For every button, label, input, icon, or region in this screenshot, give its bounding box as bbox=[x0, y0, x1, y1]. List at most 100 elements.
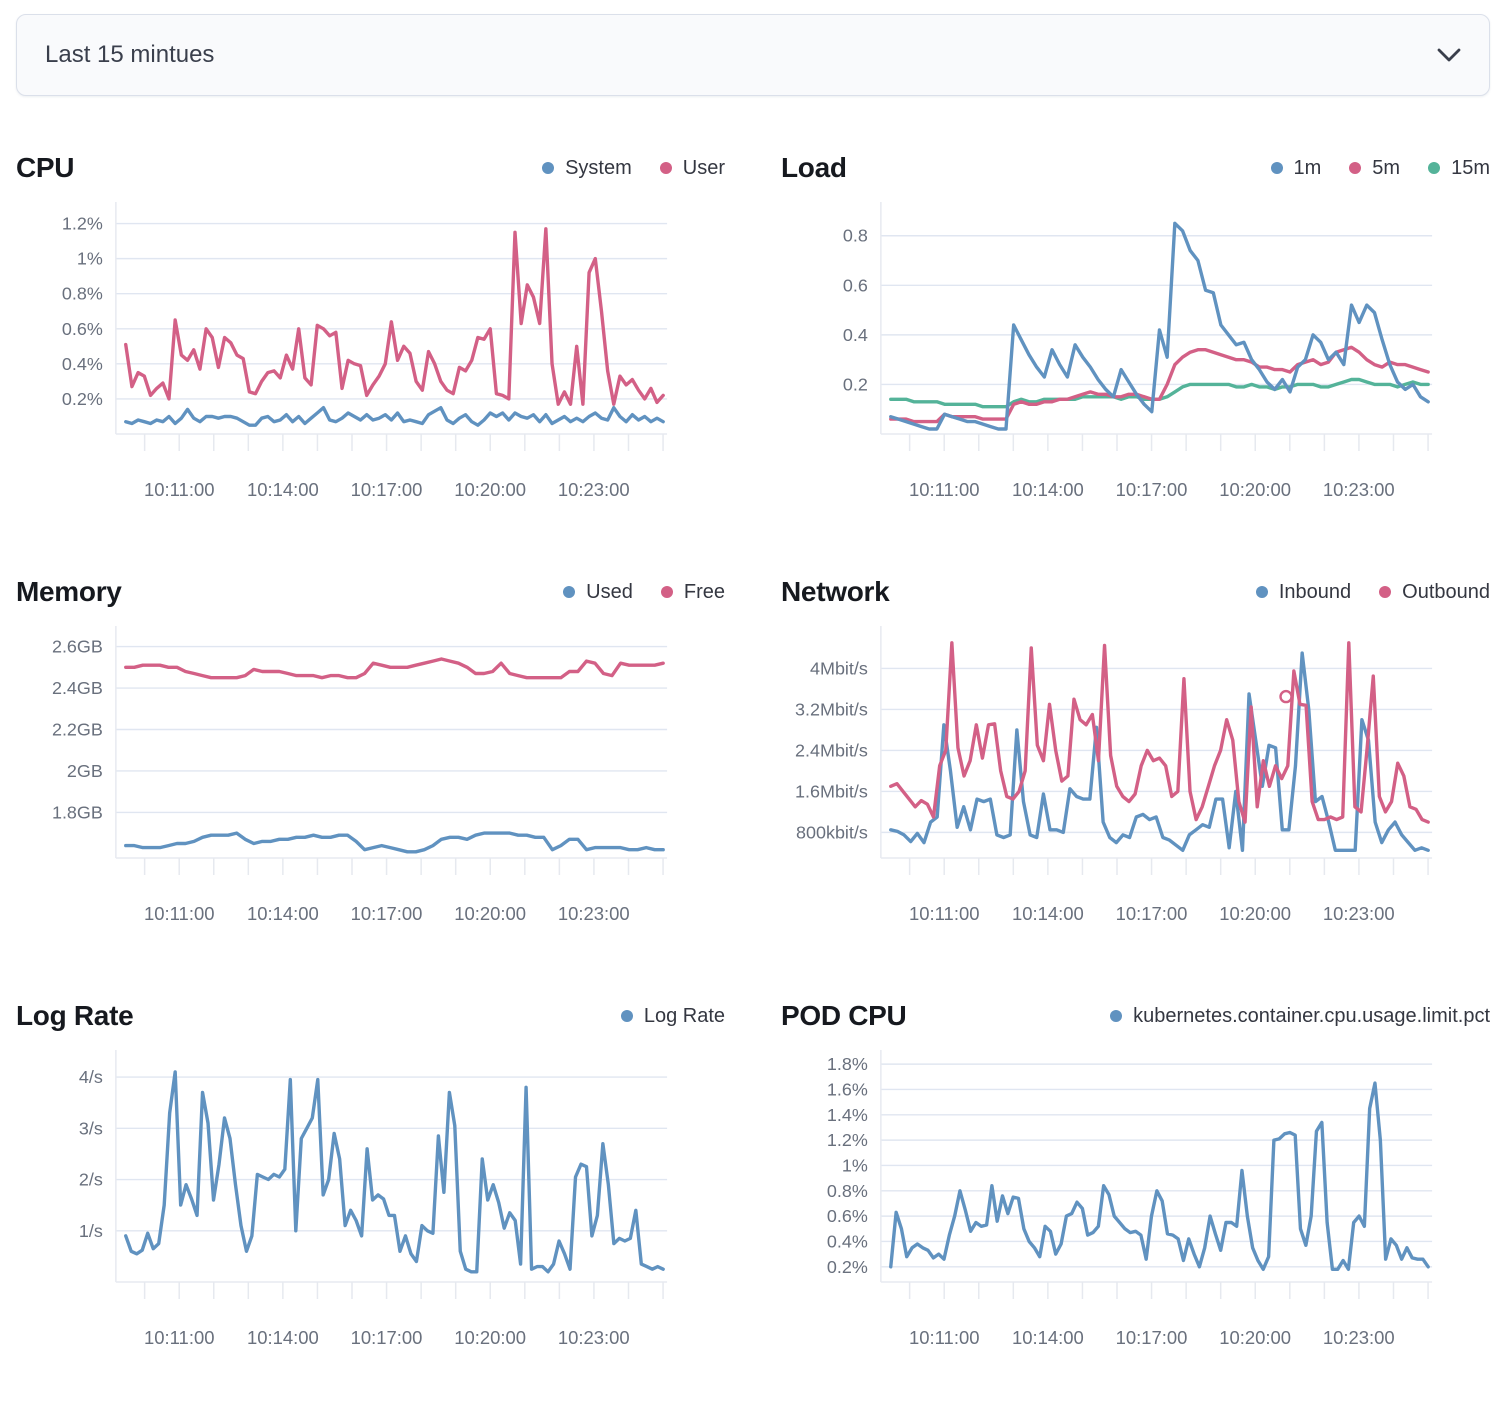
svg-text:10:20:00: 10:20:00 bbox=[1219, 479, 1291, 500]
svg-text:10:11:00: 10:11:00 bbox=[909, 903, 979, 924]
svg-text:1.2%: 1.2% bbox=[62, 214, 103, 234]
svg-text:4/s: 4/s bbox=[79, 1067, 103, 1087]
svg-text:10:14:00: 10:14:00 bbox=[1012, 903, 1084, 924]
svg-text:10:20:00: 10:20:00 bbox=[454, 1327, 526, 1348]
panel-log-rate: Log Rate Log Rate 1/s 2/s 3/s 4/s 10:11:00 10… bbox=[16, 998, 725, 1372]
panel-header: POD CPU kubernetes.container.cpu.usage.l… bbox=[781, 998, 1490, 1034]
legend-item-user[interactable]: User bbox=[659, 156, 725, 180]
svg-text:1.4%: 1.4% bbox=[827, 1105, 868, 1125]
legend-item-kubernetes-container-cpu-usage-limit-pct[interactable]: kubernetes.container.cpu.usage.limit.pct bbox=[1110, 1005, 1490, 1028]
svg-text:1/s: 1/s bbox=[79, 1221, 103, 1241]
panel-memory: Memory Used Free 1.8GB 2GB 2.2GB 2.4GB 2.6GB 1… bbox=[16, 574, 725, 948]
legend: Log Rate bbox=[620, 1004, 725, 1028]
svg-text:10:11:00: 10:11:00 bbox=[144, 903, 214, 924]
panel-load: Load 1m 5m 15m 0.2 0.4 0.6 0.8 10:11:00 10:14:0… bbox=[781, 150, 1490, 524]
svg-text:10:14:00: 10:14:00 bbox=[247, 903, 319, 924]
svg-text:10:17:00: 10:17:00 bbox=[1116, 1327, 1188, 1348]
legend-label: System bbox=[565, 156, 632, 179]
time-range-select[interactable]: Last 15 mintues bbox=[16, 14, 1490, 96]
legend: System User bbox=[542, 157, 725, 180]
svg-text:0.4%: 0.4% bbox=[827, 1231, 868, 1251]
legend-item-log-rate[interactable]: Log Rate bbox=[620, 1004, 725, 1028]
svg-text:10:14:00: 10:14:00 bbox=[1012, 1327, 1084, 1348]
svg-text:10:23:00: 10:23:00 bbox=[1323, 479, 1395, 500]
svg-text:3/s: 3/s bbox=[79, 1118, 103, 1138]
legend-label: Log Rate bbox=[643, 1004, 725, 1027]
svg-text:0.4%: 0.4% bbox=[62, 354, 103, 374]
svg-text:0.8: 0.8 bbox=[843, 226, 868, 246]
chart-canvas[interactable]: 0.2 0.4 0.6 0.8 10:11:00 10:14:00 10:17:00 10:2… bbox=[781, 194, 1490, 524]
svg-text:10:20:00: 10:20:00 bbox=[454, 903, 526, 924]
legend-label: Free bbox=[683, 580, 725, 603]
panel-header: Network Inbound Outbound bbox=[781, 574, 1490, 610]
legend-dot-icon bbox=[1270, 162, 1283, 174]
legend-dot-icon bbox=[620, 1010, 633, 1022]
legend-item-used[interactable]: Used bbox=[563, 581, 633, 604]
svg-text:1%: 1% bbox=[842, 1155, 868, 1175]
legend-item-outbound[interactable]: Outbound bbox=[1379, 581, 1490, 604]
legend-label: 15m bbox=[1451, 156, 1490, 179]
panel-title: Memory bbox=[16, 576, 122, 607]
svg-text:3.2Mbit/s: 3.2Mbit/s bbox=[795, 699, 868, 719]
svg-text:10:11:00: 10:11:00 bbox=[144, 479, 214, 500]
panel-header: Log Rate Log Rate bbox=[16, 998, 725, 1034]
time-range-value: Last 15 mintues bbox=[45, 41, 215, 68]
svg-text:10:17:00: 10:17:00 bbox=[1116, 903, 1188, 924]
svg-text:0.6%: 0.6% bbox=[62, 319, 103, 339]
svg-text:0.6: 0.6 bbox=[843, 275, 868, 295]
svg-text:800kbit/s: 800kbit/s bbox=[796, 822, 868, 842]
legend-item-1m[interactable]: 1m bbox=[1270, 156, 1322, 180]
chevron-down-icon bbox=[1437, 48, 1461, 62]
panel-pod-cpu: POD CPU kubernetes.container.cpu.usage.l… bbox=[781, 998, 1490, 1372]
legend-label: 1m bbox=[1293, 156, 1322, 179]
panel-header: CPU System User bbox=[16, 150, 725, 186]
svg-text:2.4Mbit/s: 2.4Mbit/s bbox=[795, 740, 868, 760]
legend-dot-icon bbox=[1428, 162, 1441, 174]
svg-text:0.2%: 0.2% bbox=[62, 389, 103, 409]
svg-text:10:14:00: 10:14:00 bbox=[1012, 479, 1084, 500]
svg-text:10:11:00: 10:11:00 bbox=[909, 1327, 979, 1348]
legend-item-15m[interactable]: 15m bbox=[1428, 157, 1490, 180]
legend-item-5m[interactable]: 5m bbox=[1349, 157, 1400, 180]
panel-network: Network Inbound Outbound 800kbit/s 1.6Mbit… bbox=[781, 574, 1490, 948]
legend-item-free[interactable]: Free bbox=[660, 580, 725, 604]
svg-text:10:23:00: 10:23:00 bbox=[1323, 903, 1395, 924]
legend-item-system[interactable]: System bbox=[542, 157, 632, 180]
legend-dot-icon bbox=[659, 162, 672, 174]
svg-text:10:20:00: 10:20:00 bbox=[1219, 903, 1291, 924]
svg-text:10:14:00: 10:14:00 bbox=[247, 1327, 319, 1348]
svg-text:0.2%: 0.2% bbox=[827, 1257, 868, 1277]
legend-label: User bbox=[682, 156, 725, 179]
legend-dot-icon bbox=[1255, 586, 1268, 598]
legend-dot-icon bbox=[1349, 162, 1362, 174]
legend-label: Inbound bbox=[1278, 580, 1352, 603]
svg-text:2/s: 2/s bbox=[79, 1170, 103, 1190]
svg-text:10:11:00: 10:11:00 bbox=[144, 1327, 214, 1348]
svg-text:2GB: 2GB bbox=[67, 761, 103, 781]
svg-text:0.2: 0.2 bbox=[843, 374, 868, 394]
chart-canvas[interactable]: 800kbit/s 1.6Mbit/s 2.4Mbit/s 3.2Mbit/s 4Mbi… bbox=[781, 618, 1490, 948]
legend: Used Free bbox=[563, 581, 725, 604]
panel-title: Load bbox=[781, 152, 847, 183]
svg-text:10:17:00: 10:17:00 bbox=[1116, 479, 1188, 500]
svg-text:10:23:00: 10:23:00 bbox=[558, 479, 630, 500]
chart-canvas[interactable]: 0.2% 0.4% 0.6% 0.8% 1% 1.2% 10:11:00 10:14:00 10… bbox=[16, 194, 725, 524]
legend-dot-icon bbox=[542, 162, 555, 174]
panel-title: CPU bbox=[16, 152, 75, 183]
legend-dot-icon bbox=[563, 586, 576, 598]
svg-text:10:14:00: 10:14:00 bbox=[247, 479, 319, 500]
svg-text:1.6Mbit/s: 1.6Mbit/s bbox=[795, 781, 868, 801]
chart-canvas[interactable]: 1.8GB 2GB 2.2GB 2.4GB 2.6GB 10:11:00 10:14:00 1… bbox=[16, 618, 725, 948]
svg-text:2.2GB: 2.2GB bbox=[52, 719, 103, 739]
panel-header: Memory Used Free bbox=[16, 574, 725, 610]
charts-grid: CPU System User 0.2% 0.4% 0.6% 0.8% 1% 1.2% 10:… bbox=[16, 150, 1490, 1372]
panel-cpu: CPU System User 0.2% 0.4% 0.6% 0.8% 1% 1.2% 10:… bbox=[16, 150, 725, 524]
chart-canvas[interactable]: 0.2% 0.4% 0.6% 0.8% 1% 1.2% 1.4% 1.6% 1.8% 10:11:… bbox=[781, 1042, 1490, 1372]
svg-text:2.6GB: 2.6GB bbox=[52, 637, 103, 657]
panel-title: Network bbox=[781, 576, 890, 607]
chart-canvas[interactable]: 1/s 2/s 3/s 4/s 10:11:00 10:14:00 10:17:00 10:2… bbox=[16, 1042, 725, 1372]
svg-text:2.4GB: 2.4GB bbox=[52, 678, 103, 698]
svg-text:0.8%: 0.8% bbox=[62, 284, 103, 304]
legend-item-inbound[interactable]: Inbound bbox=[1255, 580, 1352, 604]
svg-text:1%: 1% bbox=[77, 249, 103, 269]
